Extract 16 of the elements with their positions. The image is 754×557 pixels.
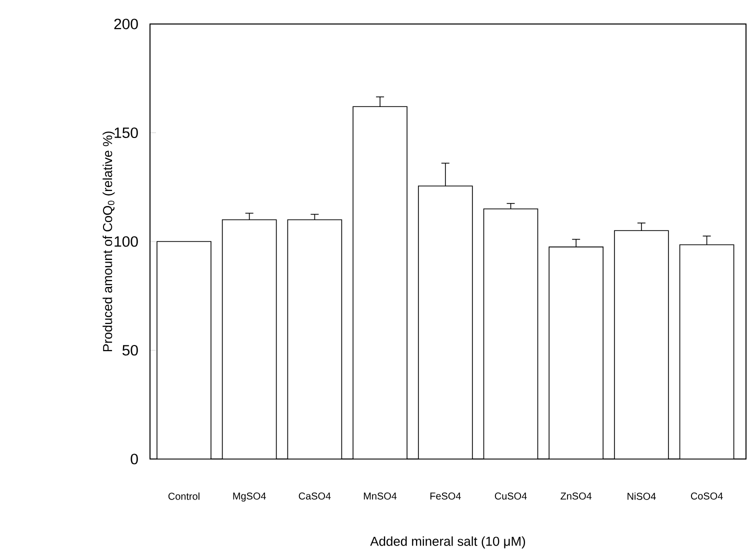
x-tick-label: ZnSO4 [560, 492, 592, 500]
y-tick-label: 150 [114, 127, 138, 138]
x-axis-title: Added mineral salt (10 μM) [370, 536, 526, 548]
x-tick-label: MnSO4 [364, 492, 397, 500]
y-tick-label: 200 [114, 18, 138, 30]
x-tick-label: Control [168, 492, 200, 500]
x-tick-label: NiSO4 [628, 492, 656, 500]
y-tick-label: 50 [122, 344, 138, 356]
x-tick-label: MgSO4 [233, 492, 266, 502]
x-tick-label: CaSO4 [298, 492, 331, 500]
x-tick-label: FeSO4 [430, 492, 461, 500]
y-tick-label: 100 [114, 236, 138, 247]
y-tick-label: 0 [130, 454, 138, 464]
x-tick-label: CuSO4 [494, 492, 527, 500]
y-axis-title: Produced amount of CoQ$_{0}$ (relative %) [102, 132, 115, 352]
x-tick-label: CoSO4 [690, 492, 723, 500]
